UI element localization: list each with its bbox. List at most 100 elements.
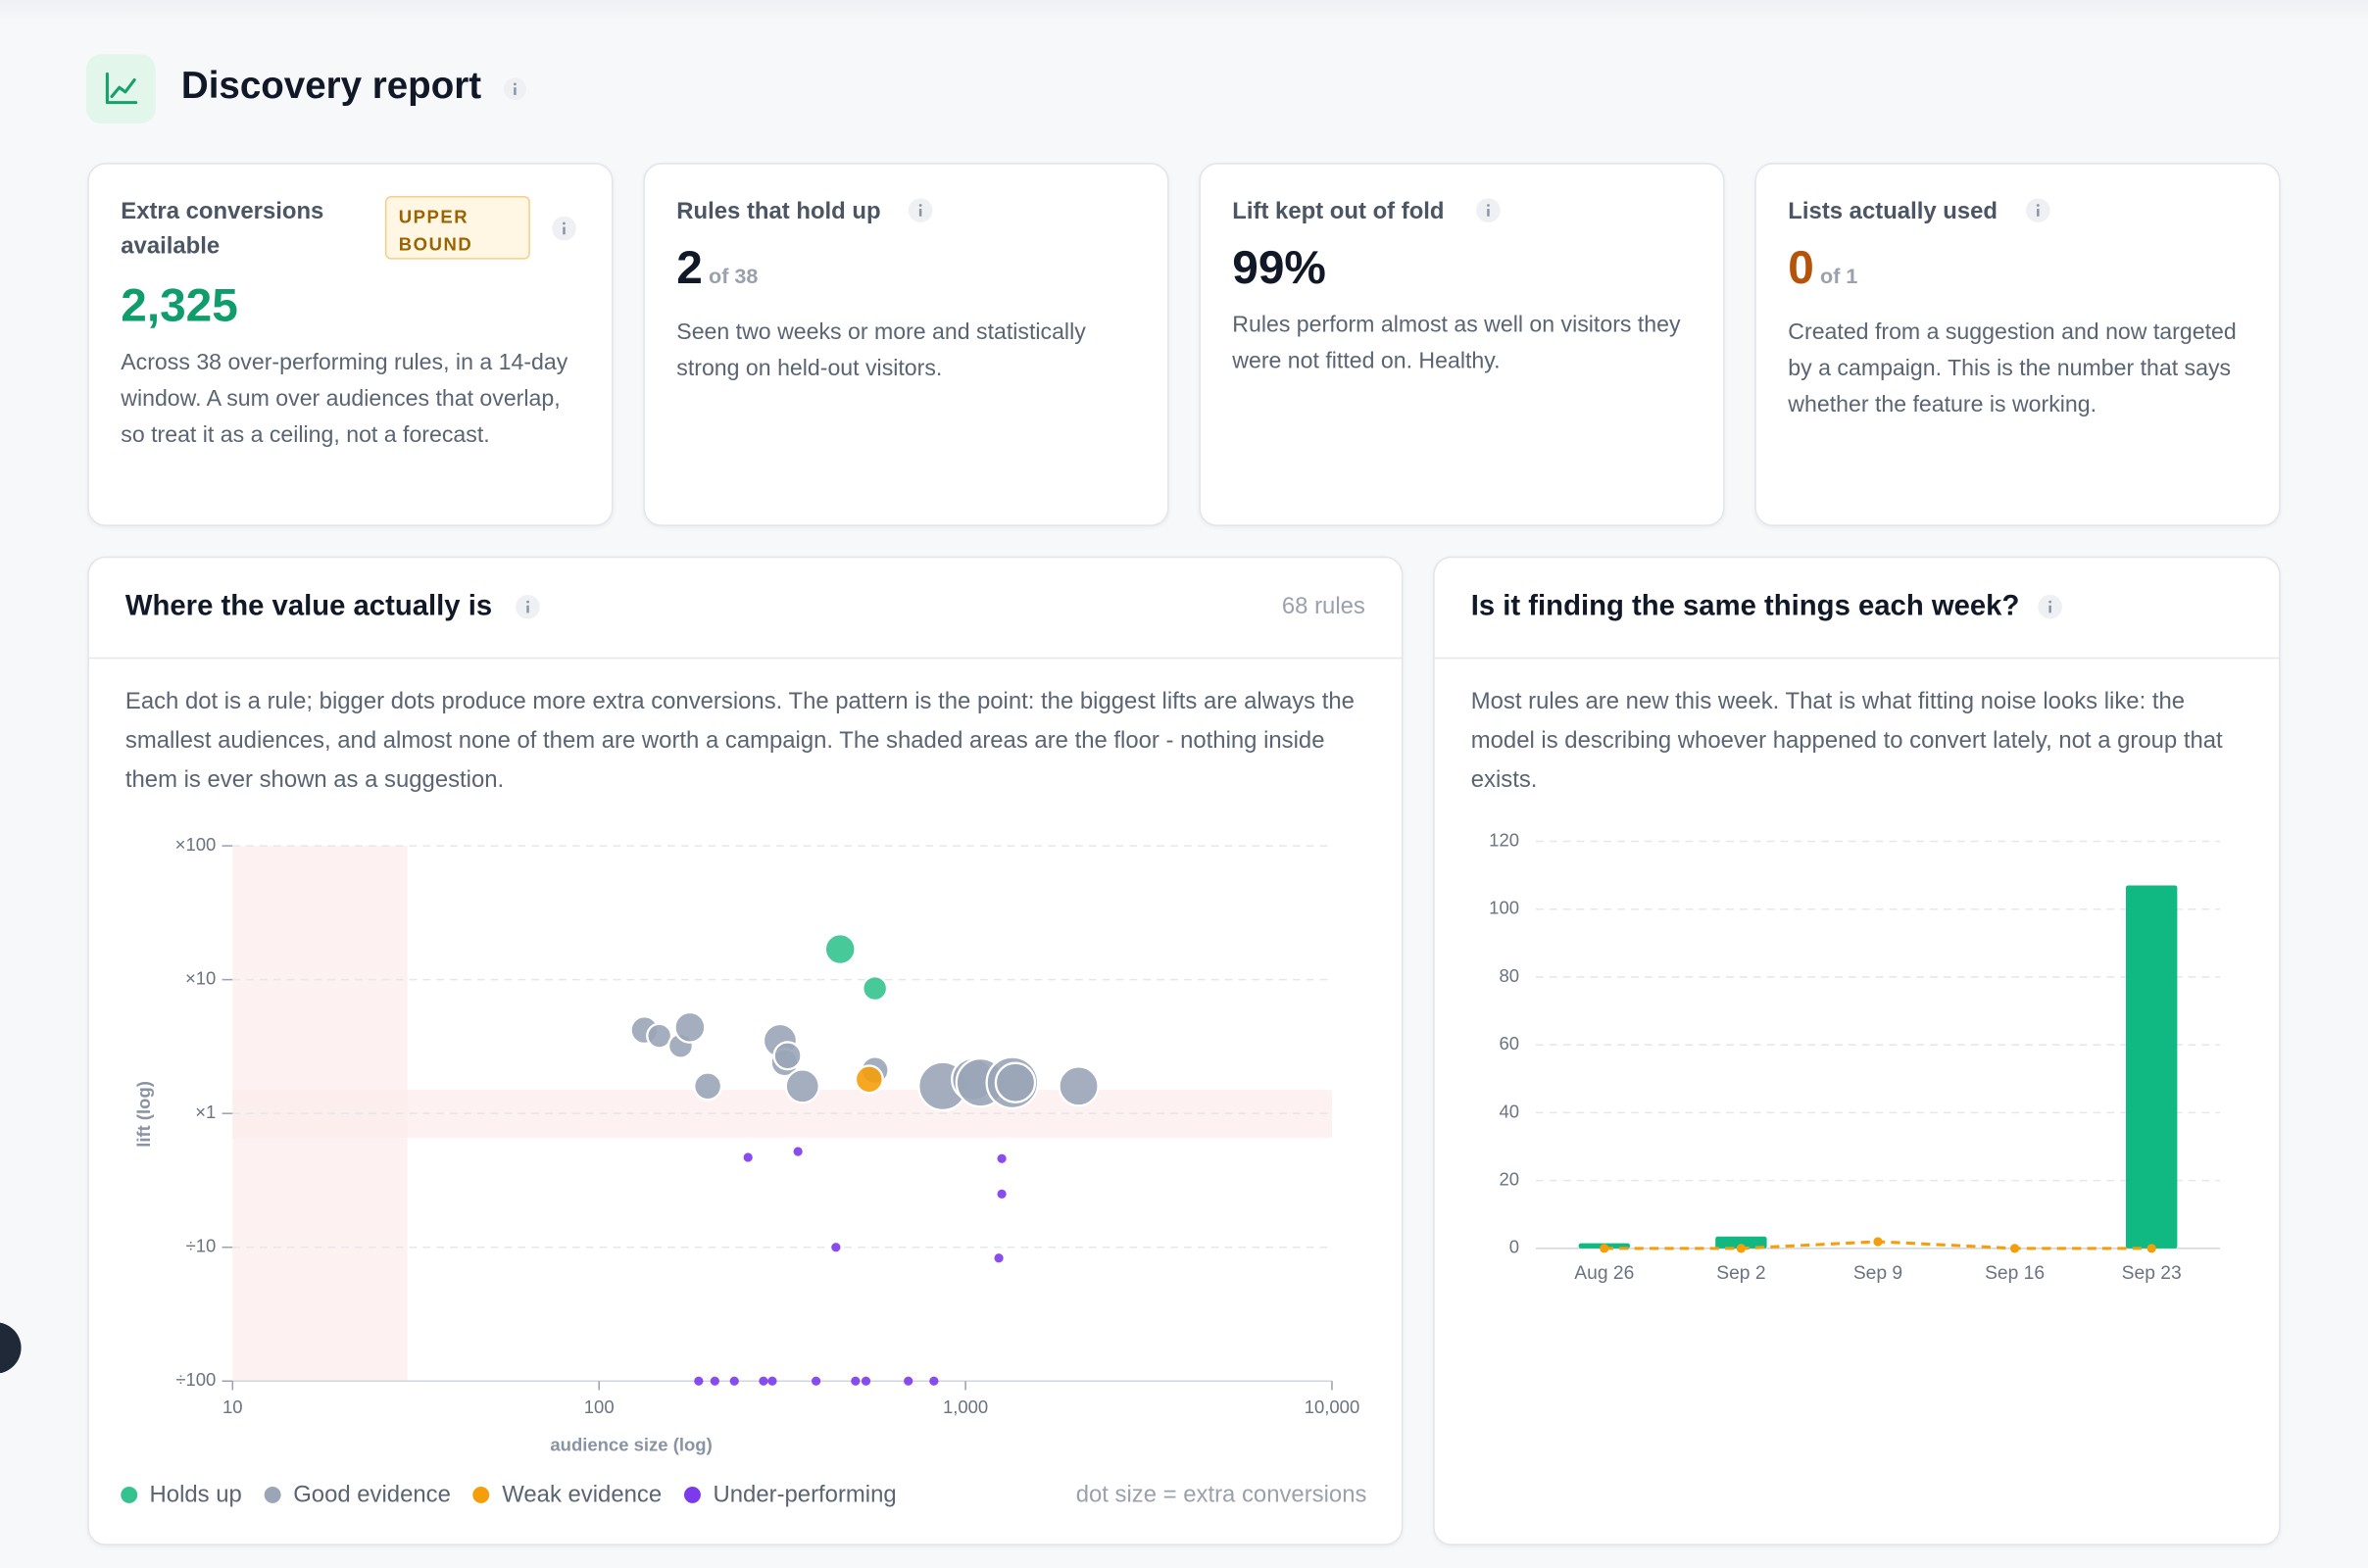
card-label: Extra conversions available bbox=[121, 199, 324, 260]
x-tick-label: Sep 23 bbox=[2122, 1263, 2182, 1284]
dot bbox=[743, 1152, 753, 1162]
line-point bbox=[1873, 1237, 1883, 1247]
value-suffix: of 1 bbox=[1820, 264, 1858, 288]
y-tick-label: 120 bbox=[1489, 829, 1519, 850]
dot bbox=[994, 1061, 1037, 1103]
y-tick-label: ÷10 bbox=[186, 1236, 217, 1256]
bar bbox=[1715, 1236, 1767, 1249]
badge: UPPER BOUND bbox=[384, 196, 530, 260]
legend-swatch bbox=[472, 1486, 490, 1503]
dot bbox=[646, 1022, 673, 1050]
info-icon[interactable] bbox=[908, 198, 933, 223]
stat-card: Extra conversions available UPPER BOUND … bbox=[87, 163, 614, 526]
dot bbox=[831, 1243, 841, 1252]
legend-item[interactable]: Holds up bbox=[121, 1482, 242, 1509]
card-body: Created from a suggestion and now target… bbox=[1788, 319, 2237, 418]
legend-swatch bbox=[264, 1486, 281, 1503]
floating-button[interactable] bbox=[0, 1322, 22, 1374]
dot bbox=[759, 1376, 768, 1386]
dot bbox=[851, 1376, 861, 1386]
y-tick-label: ÷100 bbox=[175, 1369, 216, 1390]
report-icon bbox=[85, 54, 156, 124]
page-title: Discovery report bbox=[180, 65, 482, 108]
dot bbox=[997, 1189, 1007, 1200]
panel-header: Is it finding the same things each week? bbox=[1434, 558, 2280, 660]
y-tick-label: 20 bbox=[1499, 1169, 1519, 1190]
value: 2 bbox=[676, 241, 703, 295]
legend-label: Weak evidence bbox=[502, 1482, 663, 1508]
value: 0 bbox=[1788, 241, 1814, 295]
y-tick-label: 100 bbox=[1489, 898, 1519, 918]
card-value: 2 of 38 bbox=[676, 241, 1135, 303]
y-axis-label: lift (log) bbox=[133, 1081, 154, 1148]
dot bbox=[904, 1376, 913, 1386]
y-tick-label: ×1 bbox=[195, 1102, 216, 1122]
panel-description: Most rules are new this week. That is wh… bbox=[1470, 689, 2223, 794]
legend-swatch bbox=[684, 1486, 702, 1503]
dot bbox=[929, 1376, 939, 1386]
dot bbox=[767, 1376, 777, 1386]
line-point bbox=[2146, 1244, 2156, 1253]
legend-label: Good evidence bbox=[293, 1482, 451, 1508]
line-point bbox=[1736, 1244, 1747, 1253]
card-body: Across 38 over-performing rules, in a 14… bbox=[121, 349, 568, 448]
legend-item[interactable]: Weak evidence bbox=[472, 1482, 663, 1509]
size-note: dot size = extra conversions bbox=[1075, 1482, 1367, 1508]
value-suffix: of 38 bbox=[709, 264, 759, 288]
chart-icon bbox=[105, 72, 138, 105]
y-tick-label: 80 bbox=[1499, 965, 1519, 986]
x-tick-label: Sep 9 bbox=[1853, 1263, 1902, 1284]
panel-title: Where the value actually is bbox=[124, 591, 493, 623]
rule-count: 68 rules bbox=[1281, 594, 1365, 620]
dot bbox=[784, 1068, 820, 1104]
dot bbox=[861, 1376, 871, 1386]
y-tick-label: 0 bbox=[1509, 1237, 1519, 1257]
x-tick-label: 10 bbox=[222, 1396, 243, 1417]
card-value: 2,325 bbox=[121, 278, 238, 332]
card-label: Lift kept out of fold bbox=[1232, 199, 1445, 225]
panel-header: Where the value actually is 68 rules bbox=[88, 558, 1402, 660]
dot bbox=[772, 1041, 803, 1071]
card-value: 0 of 1 bbox=[1788, 241, 2246, 303]
legend-label: Under-performing bbox=[713, 1482, 897, 1508]
line-point bbox=[1600, 1244, 1609, 1253]
info-icon[interactable] bbox=[2025, 198, 2050, 223]
dot bbox=[793, 1147, 803, 1156]
info-icon[interactable] bbox=[2038, 594, 2063, 619]
dot bbox=[694, 1376, 704, 1386]
card-label: Rules that hold up bbox=[676, 199, 881, 225]
dot bbox=[1058, 1065, 1100, 1107]
legend-item[interactable]: Under-performing bbox=[684, 1482, 897, 1509]
y-tick-label: ×10 bbox=[185, 968, 216, 989]
dot bbox=[729, 1376, 739, 1386]
y-tick-label: 40 bbox=[1499, 1101, 1519, 1121]
x-tick-label: 1,000 bbox=[943, 1396, 988, 1417]
stat-card: Lists actually used 0 of 1 Created from a… bbox=[1754, 163, 2281, 526]
info-icon[interactable] bbox=[503, 76, 527, 101]
panel-description: Each dot is a rule; bigger dots produce … bbox=[124, 689, 1355, 794]
legend: Holds up Good evidence Weak evidence Under-… bbox=[121, 1482, 897, 1509]
x-tick-label: Sep 2 bbox=[1716, 1263, 1765, 1284]
info-icon[interactable] bbox=[1475, 198, 1501, 223]
card-body: Seen two weeks or more and statistically… bbox=[676, 319, 1086, 382]
legend-swatch bbox=[121, 1486, 138, 1503]
dot bbox=[673, 1010, 707, 1044]
info-icon[interactable] bbox=[551, 216, 576, 241]
dot bbox=[823, 933, 857, 966]
legend-label: Holds up bbox=[149, 1482, 242, 1508]
card-value: 99% bbox=[1232, 241, 1326, 295]
legend-item[interactable]: Good evidence bbox=[264, 1482, 451, 1509]
dot bbox=[710, 1376, 719, 1386]
info-icon[interactable] bbox=[515, 594, 540, 619]
bar bbox=[2125, 885, 2178, 1249]
dot bbox=[994, 1253, 1004, 1263]
stat-card: Lift kept out of fold 99% Rules perform … bbox=[1199, 163, 1725, 526]
card-body: Rules perform almost as well on visitors… bbox=[1232, 312, 1681, 374]
x-axis-label: audience size (log) bbox=[550, 1434, 712, 1454]
line-point bbox=[2009, 1244, 2020, 1253]
dot bbox=[693, 1071, 723, 1102]
y-tick-label: 60 bbox=[1499, 1033, 1519, 1054]
